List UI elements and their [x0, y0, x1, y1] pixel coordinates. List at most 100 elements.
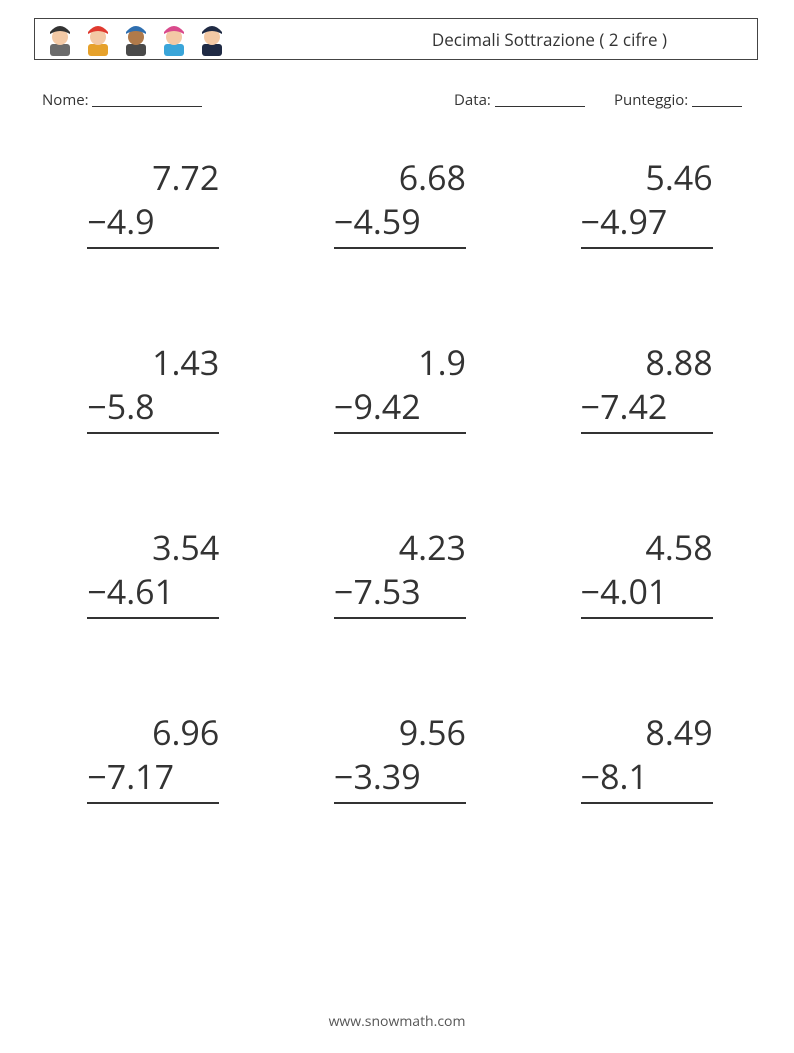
subtrahend: 7.17 [107, 754, 220, 798]
subtrahend-row: −9.42 [334, 384, 466, 428]
problem: 6.96−7.17 [60, 705, 247, 870]
date-label: Data: [454, 90, 491, 110]
minus-operator: − [87, 754, 106, 798]
problem: 4.23−7.53 [307, 520, 494, 685]
minus-operator: − [334, 569, 353, 613]
answer-rule [87, 432, 219, 464]
nurse-icon [159, 22, 189, 56]
minuend: 6.68 [334, 155, 466, 199]
subtrahend-row: −7.42 [581, 384, 713, 428]
problem-inner: 3.54−4.61 [87, 525, 219, 649]
subtrahend-row: −4.59 [334, 199, 466, 243]
minus-operator: − [581, 754, 600, 798]
problem-inner: 4.23−7.53 [334, 525, 466, 649]
footer-url: www.snowmath.com [0, 1012, 794, 1031]
header-box: Decimali Sottrazione ( 2 cifre ) [34, 18, 758, 60]
problem: 5.46−4.97 [553, 150, 740, 315]
problems-grid: 7.72−4.96.68−4.595.46−4.971.43−5.81.9−9.… [60, 150, 740, 870]
answer-rule [334, 802, 466, 834]
problem: 6.68−4.59 [307, 150, 494, 315]
subtrahend: 9.42 [353, 384, 466, 428]
problem-inner: 5.46−4.97 [581, 155, 713, 279]
problem: 1.43−5.8 [60, 335, 247, 500]
problem-inner: 4.58−4.01 [581, 525, 713, 649]
minus-operator: − [581, 384, 600, 428]
answer-rule [581, 802, 713, 834]
answer-rule [334, 432, 466, 464]
subtrahend-row: −7.53 [334, 569, 466, 613]
answer-rule [581, 617, 713, 649]
worksheet-title: Decimali Sottrazione ( 2 cifre ) [432, 28, 667, 51]
subtrahend: 7.42 [600, 384, 713, 428]
problem-inner: 8.88−7.42 [581, 340, 713, 464]
problem-inner: 6.68−4.59 [334, 155, 466, 279]
minuend: 8.49 [581, 710, 713, 754]
problem: 8.49−8.1 [553, 705, 740, 870]
minuend: 5.46 [581, 155, 713, 199]
minuend: 3.54 [87, 525, 219, 569]
problem: 1.9−9.42 [307, 335, 494, 500]
subtrahend: 4.61 [107, 569, 220, 613]
subtrahend: 8.1 [600, 754, 713, 798]
subtrahend-row: −4.61 [87, 569, 219, 613]
minuend: 1.43 [87, 340, 219, 384]
score-field: Punteggio: [614, 90, 742, 110]
minus-operator: − [87, 384, 106, 428]
firefighter-icon [83, 22, 113, 56]
answer-rule [334, 247, 466, 279]
name-field: Nome: [42, 90, 202, 110]
answer-rule [581, 247, 713, 279]
minus-operator: − [87, 569, 106, 613]
problem-inner: 1.43−5.8 [87, 340, 219, 464]
subtrahend: 3.39 [353, 754, 466, 798]
subtrahend-row: −7.17 [87, 754, 219, 798]
minus-operator: − [581, 569, 600, 613]
minuend: 1.9 [334, 340, 466, 384]
subtrahend-row: −8.1 [581, 754, 713, 798]
problem-inner: 7.72−4.9 [87, 155, 219, 279]
problem: 3.54−4.61 [60, 520, 247, 685]
answer-rule [87, 802, 219, 834]
minuend: 9.56 [334, 710, 466, 754]
answer-rule [334, 617, 466, 649]
answer-rule [581, 432, 713, 464]
worksheet-page: Decimali Sottrazione ( 2 cifre ) Nome: D… [0, 0, 794, 1053]
minus-operator: − [87, 199, 106, 243]
subtrahend-row: −4.9 [87, 199, 219, 243]
problem: 8.88−7.42 [553, 335, 740, 500]
subtrahend-row: −3.39 [334, 754, 466, 798]
problem: 9.56−3.39 [307, 705, 494, 870]
subtrahend: 7.53 [353, 569, 466, 613]
problem-inner: 1.9−9.42 [334, 340, 466, 464]
problem: 4.58−4.01 [553, 520, 740, 685]
subtrahend: 4.97 [600, 199, 713, 243]
minus-operator: − [334, 384, 353, 428]
subtrahend: 5.8 [107, 384, 220, 428]
minus-operator: − [334, 199, 353, 243]
date-blank[interactable] [495, 92, 585, 107]
answer-rule [87, 247, 219, 279]
score-blank[interactable] [692, 92, 742, 107]
answer-rule [87, 617, 219, 649]
graduate-icon [45, 22, 75, 56]
problem: 7.72−4.9 [60, 150, 247, 315]
problem-inner: 6.96−7.17 [87, 710, 219, 834]
date-field: Data: [454, 90, 585, 110]
minuend: 4.23 [334, 525, 466, 569]
minuend: 4.58 [581, 525, 713, 569]
subtrahend: 4.01 [600, 569, 713, 613]
minuend: 7.72 [87, 155, 219, 199]
subtrahend-row: −4.97 [581, 199, 713, 243]
subtrahend-row: −4.01 [581, 569, 713, 613]
subtrahend: 4.59 [353, 199, 466, 243]
name-label: Nome: [42, 90, 89, 110]
subtrahend: 4.9 [107, 199, 220, 243]
minuend: 8.88 [581, 340, 713, 384]
police-icon [197, 22, 227, 56]
header-icons-row [45, 22, 227, 56]
problem-inner: 8.49−8.1 [581, 710, 713, 834]
minus-operator: − [334, 754, 353, 798]
name-blank[interactable] [92, 92, 202, 107]
score-label: Punteggio: [614, 90, 688, 110]
minuend: 6.96 [87, 710, 219, 754]
